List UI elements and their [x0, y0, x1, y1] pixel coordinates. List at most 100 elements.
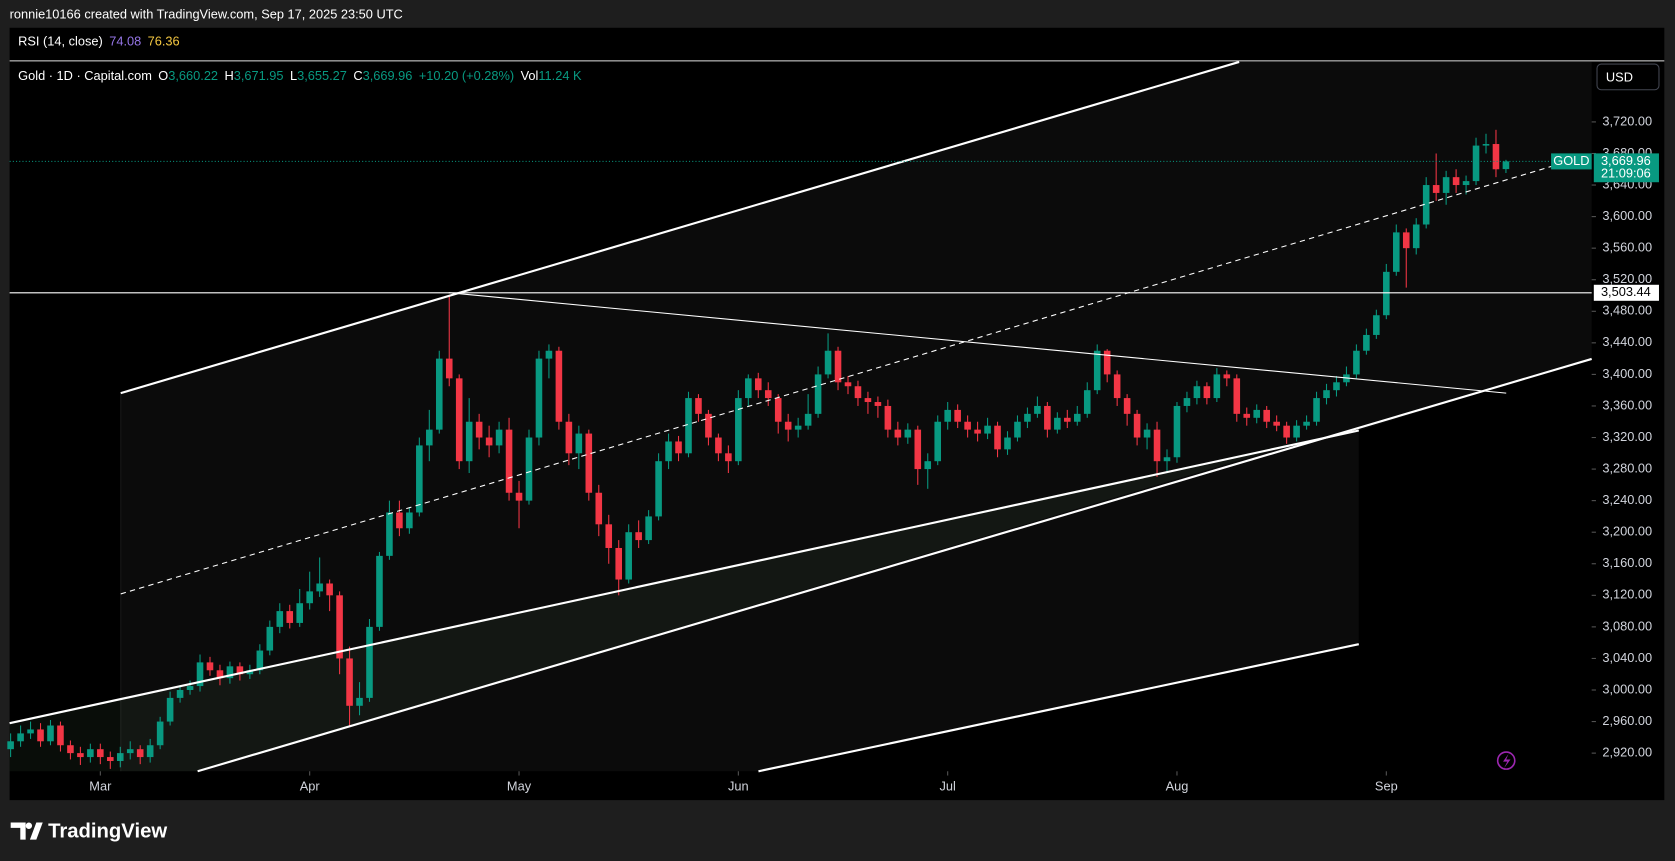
candle-body: [934, 421, 942, 462]
candle-body: [146, 745, 154, 758]
candle-body: [1064, 417, 1071, 422]
candle-body: [904, 429, 912, 438]
y-tick-label: 3,280.00: [1602, 460, 1652, 475]
candle-body: [1163, 457, 1171, 462]
alert-icon[interactable]: [1496, 751, 1516, 770]
candle-body: [1044, 405, 1051, 430]
currency-button[interactable]: [1596, 63, 1660, 91]
candle-body: [1313, 398, 1320, 422]
y-tick-label: 3,200.00: [1602, 524, 1652, 539]
symbol: Gold · 1D · Capital.com: [18, 68, 152, 83]
candle-body: [1373, 315, 1380, 335]
x-tick-label: Sep: [1375, 779, 1398, 794]
brand-icon-dot: [25, 822, 33, 829]
candle-body: [416, 445, 423, 513]
legend-change: +10.20 (+0.28%): [419, 68, 514, 83]
candle-body: [705, 413, 712, 438]
candle-body: [1083, 390, 1091, 414]
header-text: ronnie10166 created with TradingView.com…: [10, 6, 403, 21]
y-tick-label: 3,000.00: [1602, 681, 1652, 696]
candle-body: [485, 437, 493, 446]
candle-body: [675, 441, 682, 454]
candle-body: [745, 378, 752, 399]
candle-body: [1173, 405, 1181, 458]
candle-body: [1482, 144, 1490, 146]
candle-body: [645, 516, 652, 541]
candle-body: [166, 697, 174, 722]
candle-body: [47, 725, 54, 742]
candle-body: [87, 749, 94, 758]
candle-body: [774, 398, 782, 422]
candle-body: [136, 749, 144, 758]
candle-body: [505, 429, 513, 493]
legend-key: C: [353, 68, 362, 83]
candle-body: [884, 405, 892, 430]
candle-body: [107, 757, 114, 762]
candle-body: [356, 697, 363, 706]
candle-body: [515, 492, 523, 501]
candles: [7, 129, 1510, 769]
candle-body: [1353, 350, 1360, 375]
legend-key: O: [158, 68, 168, 83]
candle-body: [286, 611, 294, 623]
candle-body: [216, 670, 224, 679]
candle-body: [655, 461, 662, 517]
wedge-upper: [9, 429, 1360, 725]
candle-body: [575, 433, 583, 454]
candle-body: [1402, 232, 1410, 249]
candle-body: [605, 524, 613, 548]
candle-body: [17, 733, 24, 742]
candle-body: [1432, 185, 1440, 193]
candle-body: [7, 741, 14, 750]
candle-body: [814, 374, 822, 414]
candle-body: [685, 398, 692, 454]
candle-body: [625, 532, 632, 580]
channel-lower: [758, 643, 1360, 773]
x-tick-label: Jun: [728, 779, 749, 794]
candle-body: [794, 425, 802, 430]
candle-body: [725, 453, 732, 462]
symbol-tag-bg: [1551, 153, 1592, 170]
candle-body: [1422, 185, 1430, 225]
candle-body: [715, 437, 722, 454]
candle-body: [426, 429, 433, 446]
legend-value: 3,671.95: [234, 68, 284, 83]
candle-body: [894, 429, 902, 438]
candle-body: [346, 658, 353, 706]
candle-body: [1024, 413, 1031, 422]
legend-key: L: [290, 68, 297, 83]
candle-body: [1123, 398, 1131, 414]
candle-body: [1203, 386, 1211, 399]
candle-body: [974, 429, 981, 434]
candle-body: [844, 382, 852, 387]
candle-body: [236, 666, 244, 675]
x-tick-label: Apr: [300, 779, 321, 794]
candle-body: [396, 512, 403, 529]
last-price-bg: [1593, 153, 1659, 183]
candle-body: [864, 398, 872, 403]
candle-body: [944, 409, 951, 422]
candle-body: [27, 729, 34, 734]
candle-body: [1323, 390, 1330, 399]
symbol-tag: GOLD: [1553, 153, 1589, 168]
rsi-name: RSI (14, close): [18, 34, 103, 49]
candle-body: [1383, 271, 1390, 316]
candle-body: [306, 591, 313, 604]
rsi-legend: RSI (14, close) 74.08 76.36: [18, 34, 180, 49]
candle-body: [585, 433, 593, 493]
candle-body: [1054, 417, 1061, 430]
candle-body: [97, 749, 104, 758]
candle-body: [555, 350, 563, 422]
candle-body: [1143, 429, 1151, 438]
candle-body: [1442, 177, 1450, 193]
candle-body: [266, 626, 274, 651]
y-tick-label: 3,480.00: [1602, 303, 1652, 318]
candle-body: [754, 378, 762, 391]
currency-label[interactable]: USD: [1606, 69, 1633, 84]
candle-body: [196, 662, 204, 687]
legend-value: 3,660.22: [168, 68, 218, 83]
candle-body: [455, 378, 463, 462]
candle-body: [435, 358, 443, 430]
candle-body: [186, 686, 194, 691]
